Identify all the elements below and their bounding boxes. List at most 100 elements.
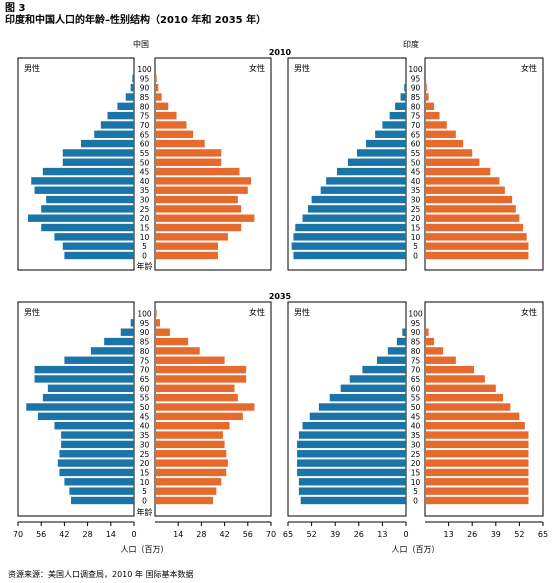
male-bar-age-60 [80, 139, 134, 148]
female-bar-age-45 [425, 412, 520, 421]
axis-tick-label: 52 [514, 530, 524, 539]
male-label: 男性 [24, 63, 40, 73]
axis-tick-label: 56 [36, 530, 46, 539]
male-label: 男性 [294, 307, 310, 317]
male-bar-age-15 [297, 468, 406, 477]
panel-title: 中国 [133, 39, 149, 49]
female-bar-age-45 [155, 167, 240, 176]
age-tick-label: 70 [411, 121, 421, 130]
male-bar-age-60 [47, 384, 135, 392]
male-bar-age-70 [100, 121, 134, 129]
male-bar-age-70 [34, 365, 135, 374]
age-tick-label: 55 [140, 149, 150, 158]
figure-title: 印度和中国人口的年龄–性别结构（2010 年和 2035 年） [5, 13, 266, 26]
axis-tick-label: 14 [106, 530, 116, 539]
female-bar-age-70 [425, 121, 447, 129]
male-bar-age-75 [389, 111, 406, 120]
age-tick-label: 60 [140, 384, 150, 393]
age-tick-label: 50 [411, 403, 421, 412]
female-label: 女性 [521, 63, 537, 73]
male-bar-age-0 [71, 496, 134, 505]
male-bar-age-20 [27, 214, 135, 222]
age-tick-label: 90 [411, 84, 421, 93]
age-tick-label: 65 [140, 130, 150, 139]
female-bar-age-35 [425, 186, 505, 194]
age-tick-label: 85 [140, 338, 150, 347]
age-tick-label: 75 [411, 356, 421, 365]
age-tick-label: 45 [140, 412, 150, 421]
female-bar-age-20 [155, 214, 255, 222]
female-bar-age-100 [155, 309, 157, 318]
age-tick-label: 40 [411, 422, 421, 431]
age-tick-label: 70 [140, 121, 150, 130]
female-bar-age-15 [155, 223, 242, 232]
male-bar-age-40 [31, 177, 135, 185]
male-bar-age-15 [41, 223, 135, 232]
axis-tick-label: 26 [354, 530, 364, 539]
female-bar-age-15 [425, 223, 524, 232]
female-bar-age-40 [425, 177, 500, 185]
age-tick-label: 65 [411, 130, 421, 139]
female-bar-age-30 [155, 440, 225, 449]
panel-title: 印度 [403, 39, 419, 49]
female-bar-age-80 [425, 347, 444, 355]
age-tick-label: 100 [137, 310, 152, 319]
age-tick-label: 95 [411, 319, 421, 328]
female-label: 女性 [521, 307, 537, 317]
panel-year: 2010 [269, 48, 292, 57]
axis-tick-label: 14 [173, 530, 183, 539]
age-tick-label: 45 [411, 412, 421, 421]
male-bar-age-30 [297, 440, 406, 449]
source-note: 资源来源：美国人口调查局，2010 年 国际基本数据 [8, 569, 193, 579]
age-tick-label: 90 [140, 84, 150, 93]
axis-tick-label: 28 [196, 530, 206, 539]
female-bar-age-35 [155, 186, 248, 194]
x-axis-label: 人口（百万） [121, 545, 169, 554]
male-bar-age-40 [302, 422, 406, 430]
female-bar-age-60 [425, 139, 464, 148]
male-bar-age-90 [404, 83, 406, 92]
male-bar-age-50 [318, 403, 406, 411]
female-bar-age-25 [425, 205, 516, 213]
age-tick-label: 20 [140, 459, 150, 468]
female-bar-age-20 [425, 214, 520, 222]
male-bar-age-50 [26, 403, 135, 411]
male-bar-age-65 [34, 375, 135, 383]
age-tick-label: 35 [411, 186, 421, 195]
female-bar-age-60 [155, 139, 205, 148]
male-bar-age-5 [298, 487, 406, 495]
age-tick-label: 10 [140, 478, 150, 487]
male-bar-age-10 [54, 233, 135, 241]
female-bar-age-50 [155, 403, 255, 411]
age-tick-label: 50 [411, 158, 421, 167]
female-bar-age-55 [425, 149, 473, 157]
male-bar-age-85 [125, 93, 134, 101]
female-bar-age-50 [155, 158, 222, 166]
axis-tick-label: 42 [59, 530, 69, 539]
age-tick-label: 65 [411, 375, 421, 384]
female-bar-age-30 [425, 440, 529, 449]
male-bar-age-85 [104, 337, 134, 346]
male-bar-age-30 [46, 195, 134, 204]
female-bar-age-5 [425, 487, 529, 495]
male-bar-age-20 [57, 459, 135, 467]
age-tick-label: 75 [411, 112, 421, 121]
female-bar-age-20 [425, 459, 529, 467]
female-bar-age-55 [155, 149, 222, 157]
pyramid-panel-china-2035: 男性 女性 051015202530354045505560657075808590… [17, 292, 292, 517]
age-tick-label: 45 [411, 168, 421, 177]
age-tick-label: 30 [140, 440, 150, 449]
female-bar-age-80 [425, 102, 435, 110]
male-bar-age-80 [395, 102, 406, 110]
male-bar-age-75 [376, 356, 406, 364]
age-tick-label: 85 [411, 338, 421, 347]
age-tick-label: 5 [142, 487, 147, 496]
age-tick-label: 95 [140, 74, 150, 83]
female-bar-age-55 [155, 393, 238, 402]
male-bar-age-90 [130, 83, 134, 92]
age-axis-label: 年龄 [137, 507, 153, 517]
male-bar-age-40 [326, 177, 406, 185]
female-label: 女性 [249, 63, 265, 73]
female-bar-age-5 [155, 242, 218, 250]
age-tick-label: 55 [140, 394, 150, 403]
